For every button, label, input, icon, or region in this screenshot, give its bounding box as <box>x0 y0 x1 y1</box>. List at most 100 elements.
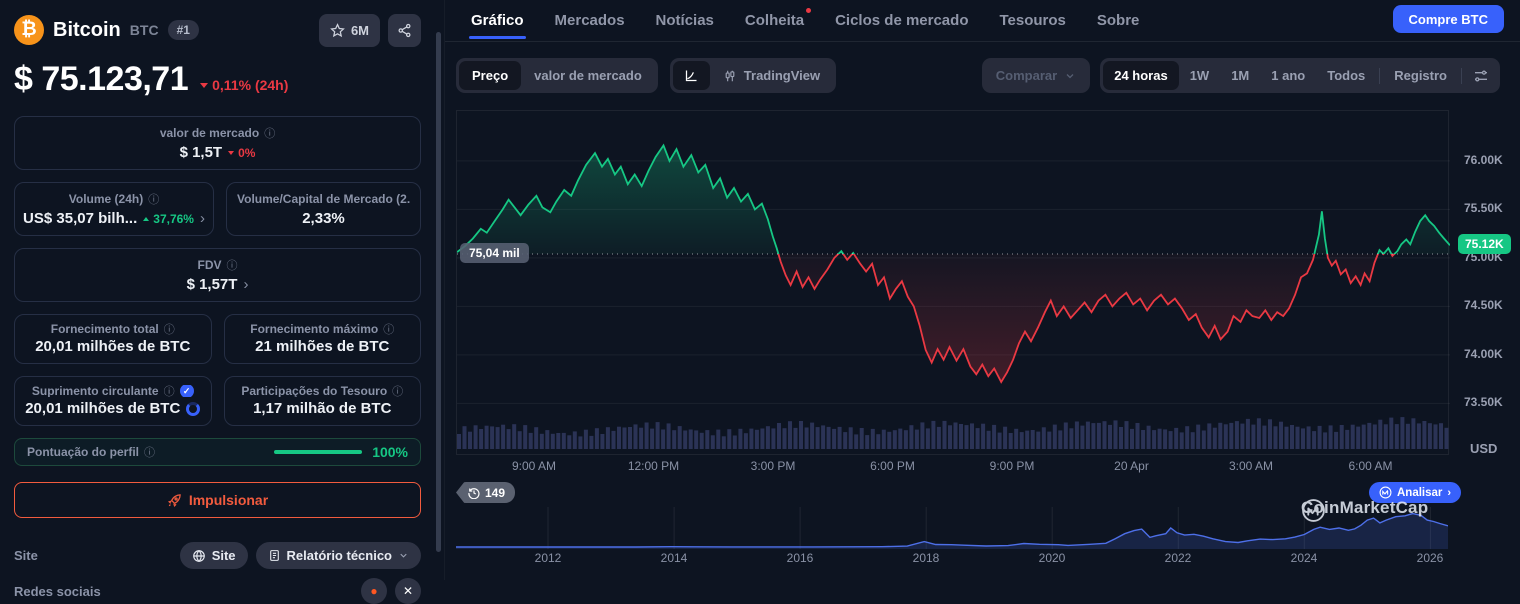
price-chart-svg[interactable] <box>457 111 1450 456</box>
caret-up-icon <box>143 216 150 221</box>
chevron-right-icon[interactable]: › <box>199 210 205 227</box>
stat-card-vol-mcap: Volume/Capital de Mercado (2...ⓘ 2,33% <box>226 182 421 236</box>
scrollbar-thumb[interactable] <box>436 32 441 552</box>
website-row-label: Site <box>14 548 38 563</box>
verified-check-icon: ✓ <box>179 385 194 397</box>
time-x-axis: 9:00 AM 12:00 PM 3:00 PM 6:00 PM 9:00 PM 20 A… <box>456 459 1449 474</box>
tab-mercados[interactable]: Mercados <box>554 12 625 29</box>
x-social-icon[interactable]: ✕ <box>395 578 421 604</box>
coin-symbol: BTC <box>129 22 159 38</box>
website-row: Site Site Relatório técnico <box>14 542 421 569</box>
profile-score-value: 100% <box>372 444 408 460</box>
y-axis-tick: 74.00K <box>1464 346 1503 361</box>
buy-btc-button[interactable]: Compre BTC <box>1392 5 1504 33</box>
metric-marketcap-toggle[interactable]: valor de mercado <box>534 68 642 83</box>
divider <box>1379 67 1381 84</box>
chevron-right-icon: › <box>1447 486 1452 499</box>
range-1m[interactable]: 1M <box>1231 68 1250 83</box>
tradingview-toggle[interactable]: TradingView <box>710 61 833 90</box>
bitcoin-logo-icon: ₿ <box>14 15 44 45</box>
chevron-right-icon[interactable]: › <box>243 276 249 293</box>
info-icon[interactable]: ⓘ <box>383 324 395 335</box>
candlestick-icon <box>725 70 735 81</box>
share-button[interactable] <box>388 13 421 47</box>
y-axis-tick: 74.50K <box>1464 298 1503 313</box>
tab-noticias[interactable]: Notícias <box>655 12 714 29</box>
current-price-badge: 75.12K <box>1458 234 1511 255</box>
y-axis-tick: 73.50K <box>1464 395 1503 410</box>
caret-down-icon <box>228 150 235 155</box>
y-axis-tick: 76.00K <box>1464 152 1503 167</box>
line-chart-icon <box>685 70 697 82</box>
x-axis-tick: 3:00 PM <box>750 459 796 473</box>
currency-axis-label[interactable]: USD <box>1470 441 1498 456</box>
x-axis-tick: 9:00 AM <box>511 459 557 473</box>
x-axis-tick: 3:00 AM <box>1228 459 1274 473</box>
boost-button[interactable]: Impulsionar <box>14 482 421 518</box>
main-price-chart[interactable]: 75,04 mil CoinMarketCap <box>456 110 1450 522</box>
info-icon[interactable]: ⓘ <box>144 447 156 459</box>
year-axis-tick: 2024 <box>1290 551 1318 565</box>
price-row: $ 75.123,71 0,11% (24h) <box>14 60 421 99</box>
website-button[interactable]: Site <box>179 542 248 569</box>
tab-grafico[interactable]: Gráfico <box>469 0 526 41</box>
watchlist-button[interactable]: 6M <box>318 13 380 47</box>
navigator-svg[interactable] <box>456 507 1449 549</box>
price-y-axis: 75.12K USD 76.00K 75.50K 75.00K 74.50K 74.00… <box>1456 110 1518 470</box>
analyze-button[interactable]: Analisar › <box>1369 482 1462 503</box>
coinmarketcap-watermark: CoinMarketCap <box>1301 498 1428 522</box>
info-icon[interactable]: ⓘ <box>148 194 160 206</box>
info-icon[interactable]: ⓘ <box>264 128 276 140</box>
tab-tesouros[interactable]: Tesouros <box>999 12 1066 29</box>
chart-type-toggle: TradingView <box>669 58 837 93</box>
caret-down-icon <box>200 82 209 88</box>
history-count-pill[interactable]: 149 <box>456 482 516 503</box>
range-1w[interactable]: 1W <box>1189 68 1210 83</box>
reddit-icon[interactable]: ● <box>361 578 387 604</box>
chevron-down-icon <box>400 553 407 558</box>
x-axis-tick: 12:00 PM <box>627 459 680 473</box>
stat-cards: valor de mercado ⓘ $ 1,5T 0% Volume (24h) ⓘ… <box>14 116 421 466</box>
stat-card-fdv: FDV ⓘ $ 1,57T › <box>14 248 421 302</box>
range-1y[interactable]: 1 ano <box>1271 68 1306 83</box>
info-icon[interactable]: ⓘ <box>163 324 175 335</box>
whitepaper-button[interactable]: Relatório técnico <box>255 542 421 569</box>
coinmarketcap-logo-icon <box>1302 499 1325 522</box>
sliders-icon <box>1475 70 1487 81</box>
left-panel-scrollbar[interactable] <box>435 0 443 580</box>
coin-name: Bitcoin <box>53 18 121 41</box>
metric-price-toggle[interactable]: Preço <box>459 61 522 90</box>
stat-card-circulating-supply: Suprimento circulante ⓘ ✓ 20,01 milhões de… <box>14 376 212 426</box>
coin-price: $ 75.123,71 <box>14 60 189 98</box>
supply-progress-ring-icon <box>186 401 201 416</box>
tab-colheita[interactable]: Colheita <box>745 0 812 41</box>
clock-history-icon <box>468 487 480 499</box>
x-axis-tick: 9:00 PM <box>989 459 1035 473</box>
year-axis-tick: 2022 <box>1164 551 1192 565</box>
history-navigator-chart[interactable] <box>456 507 1449 549</box>
range-24h[interactable]: 24 horas <box>1103 61 1179 90</box>
info-icon[interactable]: ⓘ <box>163 386 175 397</box>
tab-ciclos-de-mercado[interactable]: Ciclos de mercado <box>835 12 969 29</box>
socials-row-label: Redes sociais <box>14 583 101 599</box>
share-icon <box>398 23 411 37</box>
chevron-down-icon <box>1066 73 1074 78</box>
year-axis-tick: 2014 <box>660 551 688 565</box>
log-scale-toggle[interactable]: Registro <box>1394 68 1447 83</box>
years-x-axis: 2012 2014 2016 2018 2020 2022 2024 2026 <box>456 551 1448 566</box>
time-range-group: 24 horas 1W 1M 1 ano Todos Registro <box>1100 58 1500 93</box>
range-all[interactable]: Todos <box>1327 68 1366 83</box>
tab-sobre[interactable]: Sobre <box>1096 12 1140 29</box>
x-axis-tick: 20 Apr <box>1114 459 1149 473</box>
compare-button[interactable]: Comparar <box>981 58 1091 93</box>
chart-settings-button[interactable] <box>1465 61 1497 90</box>
header-actions: 6M <box>318 13 421 47</box>
rocket-icon <box>167 493 181 507</box>
year-axis-tick: 2018 <box>912 551 940 565</box>
line-chart-toggle[interactable] <box>672 61 710 90</box>
coin-header: ₿ Bitcoin BTC #1 6M <box>14 12 421 48</box>
info-icon[interactable]: ⓘ <box>226 260 238 272</box>
chart-toolbar: Preço valor de mercado TradingView Compa… <box>456 58 1500 93</box>
info-icon[interactable]: ⓘ <box>392 386 404 397</box>
stat-card-treasury: Participações do Tesouro ⓘ 1,17 milhão de… <box>223 376 421 426</box>
